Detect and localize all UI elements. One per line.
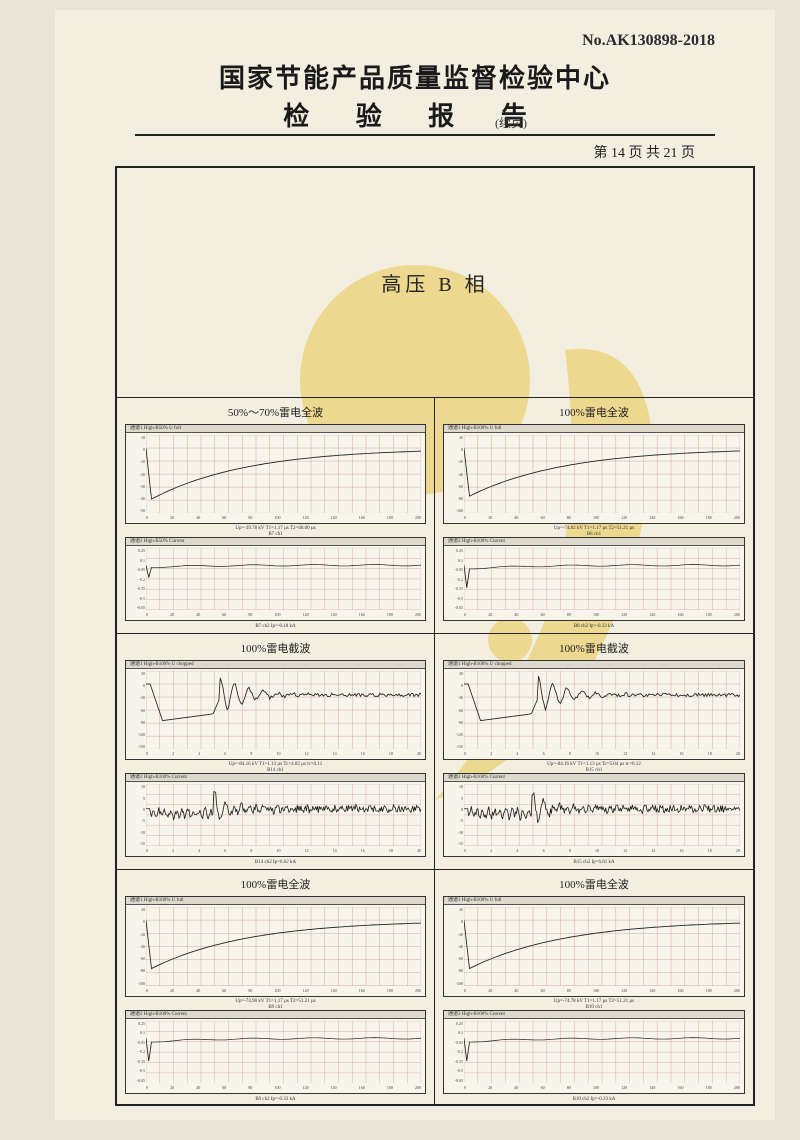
x-axis-labels: 02468101214161820: [464, 848, 740, 855]
subplot-footer: B10 ch2 Ip=-0.33 kA: [443, 1097, 745, 1102]
content-frame: 高压 B 相 50%～70%雷电全波 通道1 High-B50% U full …: [115, 166, 755, 1106]
oscilloscope-subplot: 通道2 High-B100% Current 0.250.1-0.05-0.2-…: [443, 537, 745, 621]
oscilloscope-subplot: 通道2 High-B100% Current 1050-5-10-15 0246…: [443, 773, 745, 857]
continuation-label: (续页): [495, 114, 527, 131]
x-axis-labels: 02468101214161820: [146, 848, 421, 855]
oscilloscope-subplot: 通道2 High-B50% Current 0.250.1-0.05-0.2-0…: [125, 537, 426, 621]
y-axis-labels: 300-30-60-90-120-150: [128, 671, 145, 749]
measurement-text: Up=-39.78 kV T1=1.17 µs T2=60.00 µs: [125, 526, 426, 531]
chart-title: 100%雷电全波: [443, 876, 745, 892]
subplot-header: 通道1 High-B100% U chopped: [126, 661, 425, 669]
section-title: 高压 B 相: [117, 168, 753, 398]
y-axis-labels: 100-10-20-30-40-50: [128, 435, 145, 513]
chart-title: 100%雷电全波: [125, 876, 426, 892]
chart-cell: 100%雷电全波 通道1 High-B100% U full 200-20-40…: [435, 398, 753, 634]
oscilloscope-subplot: 通道1 High-B50% U full 100-10-20-30-40-50 …: [125, 424, 426, 524]
x-axis-labels: 020406080100120140160180200: [464, 515, 740, 522]
chart-cell: 100%雷电截波 通道1 High-B100% U chopped 300-30…: [435, 634, 753, 870]
x-axis-labels: 02468101214161820: [464, 751, 740, 758]
plot-area: [146, 435, 421, 513]
chart-cell: 100%雷电全波 通道1 High-B100% U full 200-20-40…: [117, 870, 435, 1106]
plot-area: [146, 1021, 421, 1083]
x-axis-labels: 020406080100120140160180200: [146, 1085, 421, 1092]
y-axis-labels: 0.250.1-0.05-0.2-0.35-0.5-0.65: [128, 1021, 145, 1083]
x-axis-labels: 020406080100120140160180200: [146, 612, 421, 619]
chart-title: 100%雷电截波: [125, 640, 426, 656]
y-axis-labels: 200-20-40-60-80-100: [446, 907, 463, 986]
subplot-header: 通道2 High-B50% Current: [126, 538, 425, 546]
document-page: No.AK130898-2018 国家节能产品质量监督检验中心 检 验 报 告 …: [55, 10, 775, 1120]
oscilloscope-subplot: 通道2 High-B100% Current 0.250.1-0.05-0.2-…: [125, 1010, 426, 1094]
plot-area: [146, 907, 421, 986]
x-axis-labels: 020406080100120140160180200: [464, 1085, 740, 1092]
y-axis-labels: 300-30-60-90-120-150: [446, 671, 463, 749]
subplot-header: 通道2 High-B100% Current: [126, 1011, 425, 1019]
x-axis-labels: 020406080100120140160180200: [464, 988, 740, 995]
oscilloscope-subplot: 通道1 High-B100% U chopped 300-30-60-90-12…: [443, 660, 745, 760]
subplot-header: 通道2 High-B100% Current: [126, 774, 425, 782]
y-axis-labels: 1050-5-10-15: [128, 784, 145, 846]
plot-area: [146, 671, 421, 749]
y-axis-labels: 0.250.1-0.05-0.2-0.35-0.5-0.65: [446, 548, 463, 610]
subplot-header: 通道1 High-B50% U full: [126, 425, 425, 433]
plot-area: [464, 671, 740, 749]
subplot-header: 通道1 High-B100% U full: [444, 897, 744, 905]
oscilloscope-subplot: 通道1 High-B100% U chopped 300-30-60-90-12…: [125, 660, 426, 760]
subplot-footer: B7 ch2 Ip=-0.18 kA: [125, 624, 426, 629]
plot-area: [146, 548, 421, 610]
y-axis-labels: 0.250.1-0.05-0.2-0.35-0.5-0.65: [128, 548, 145, 610]
y-axis-labels: 200-20-40-60-80-100: [128, 907, 145, 986]
x-axis-labels: 020406080100120140160180200: [464, 612, 740, 619]
charts-grid: 50%～70%雷电全波 通道1 High-B50% U full 100-10-…: [117, 398, 753, 1106]
x-axis-labels: 020406080100120140160180200: [146, 988, 421, 995]
plot-area: [146, 784, 421, 846]
measurement-text: Up=-84.16 kV T1=1.13 µs Tc=5.04 µs tc=0.…: [443, 762, 745, 767]
chart-cell: 50%～70%雷电全波 通道1 High-B50% U full 100-10-…: [117, 398, 435, 634]
y-axis-labels: 0.250.1-0.05-0.2-0.35-0.5-0.65: [446, 1021, 463, 1083]
oscilloscope-subplot: 通道1 High-B100% U full 200-20-40-60-80-10…: [443, 896, 745, 997]
subplot-header: 通道2 High-B100% Current: [444, 1011, 744, 1019]
measurement-text: Up=-74.82 kV T1=1.17 µs T2=51.21 µs: [443, 526, 745, 531]
y-axis-labels: 200-20-40-60-80-100: [446, 435, 463, 513]
measurement-text: Up=-74.78 kV T1=1.17 µs T2=51.21 µs: [443, 999, 745, 1004]
subplot-header: 通道1 High-B100% U chopped: [444, 661, 744, 669]
subplot-header: 通道1 High-B100% U full: [444, 425, 744, 433]
page-indicator: 第 14 页 共 21 页: [594, 142, 696, 162]
subplot-header: 通道1 High-B100% U full: [126, 897, 425, 905]
oscilloscope-subplot: 通道2 High-B100% Current 0.250.1-0.05-0.2-…: [443, 1010, 745, 1094]
report-title-line1: 国家节能产品质量监督检验中心: [55, 58, 775, 95]
subplot-header: 通道2 High-B100% Current: [444, 774, 744, 782]
document-number: No.AK130898-2018: [582, 32, 715, 50]
chart-title: 100%雷电全波: [443, 404, 745, 420]
subplot-footer: B8 ch2 Ip=-0.33 kA: [443, 624, 745, 629]
x-axis-labels: 02468101214161820: [146, 751, 421, 758]
chart-title: 100%雷电截波: [443, 640, 745, 656]
y-axis-labels: 1050-5-10-15: [446, 784, 463, 846]
title-underline: [135, 134, 715, 136]
subplot-footer: B15 ch2 Ip=6.61 kA: [443, 860, 745, 865]
x-axis-labels: 020406080100120140160180200: [146, 515, 421, 522]
plot-area: [464, 435, 740, 513]
oscilloscope-subplot: 通道1 High-B100% U full 200-20-40-60-80-10…: [125, 896, 426, 997]
subplot-footer: B9 ch2 Ip=-0.33 kA: [125, 1097, 426, 1102]
subplot-footer: B14 ch2 Ip=6.62 kA: [125, 860, 426, 865]
measurement-text: Up=-84.16 kV T1=1.13 µs Tc=4.82 µs tc=0.…: [125, 762, 426, 767]
report-title-line2: 检 验 报 告: [55, 96, 775, 133]
chart-title: 50%～70%雷电全波: [125, 404, 426, 420]
chart-cell: 100%雷电全波 通道1 High-B100% U full 200-20-40…: [435, 870, 753, 1106]
oscilloscope-subplot: 通道2 High-B100% Current 1050-5-10-15 0246…: [125, 773, 426, 857]
plot-area: [464, 784, 740, 846]
plot-area: [464, 907, 740, 986]
plot-area: [464, 1021, 740, 1083]
subplot-header: 通道2 High-B100% Current: [444, 538, 744, 546]
chart-cell: 100%雷电截波 通道1 High-B100% U chopped 300-30…: [117, 634, 435, 870]
measurement-text: Up=-74.90 kV T1=1.17 µs T2=51.21 µs: [125, 999, 426, 1004]
plot-area: [464, 548, 740, 610]
oscilloscope-subplot: 通道1 High-B100% U full 200-20-40-60-80-10…: [443, 424, 745, 524]
